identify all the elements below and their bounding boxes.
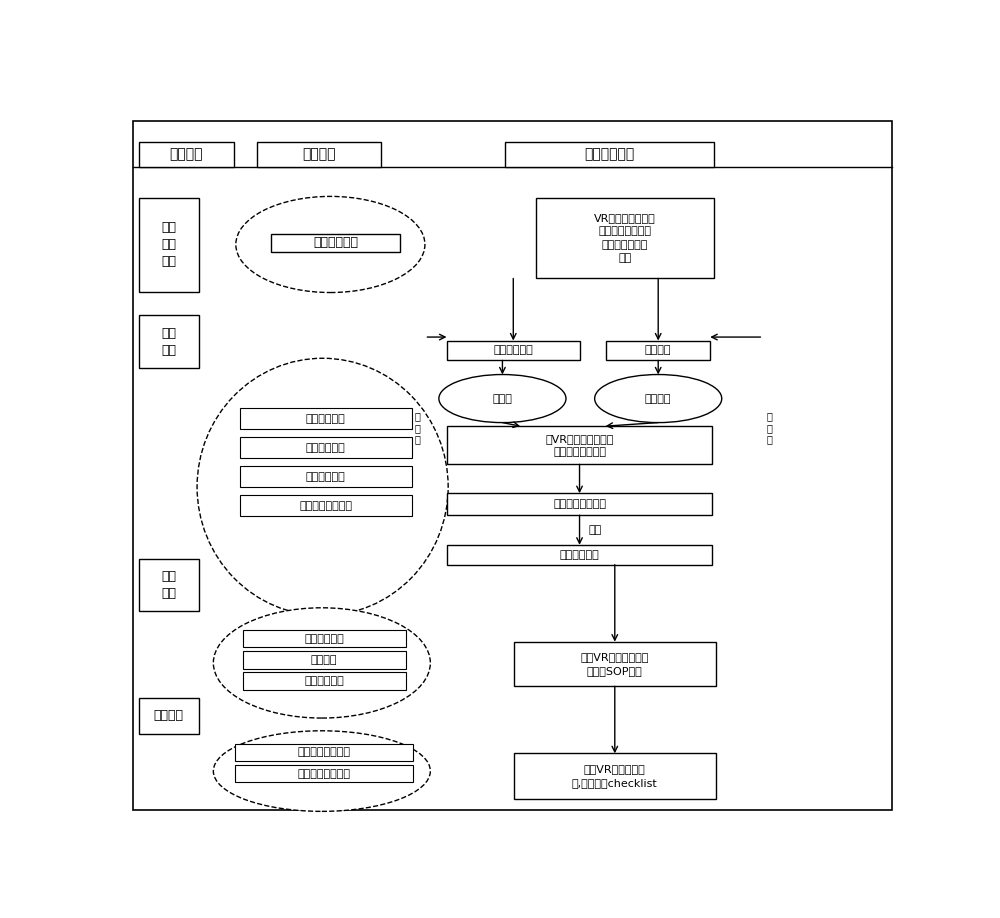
Ellipse shape: [439, 375, 566, 422]
FancyBboxPatch shape: [514, 642, 716, 687]
Text: 程序模块: 程序模块: [645, 394, 671, 404]
Text: 设备管线系统设计: 设备管线系统设计: [299, 500, 352, 510]
Ellipse shape: [595, 375, 722, 422]
FancyBboxPatch shape: [505, 142, 714, 167]
Text: 虚拟现实流程: 虚拟现实流程: [584, 147, 635, 162]
FancyBboxPatch shape: [139, 315, 199, 368]
Text: 施工验收标准制定: 施工验收标准制定: [298, 768, 351, 778]
FancyBboxPatch shape: [240, 496, 412, 516]
FancyBboxPatch shape: [235, 744, 413, 761]
Text: 流程阶段: 流程阶段: [169, 147, 203, 162]
Text: 不
合
格: 不 合 格: [767, 411, 773, 444]
FancyBboxPatch shape: [271, 234, 400, 252]
Ellipse shape: [236, 196, 425, 293]
FancyBboxPatch shape: [133, 121, 892, 810]
FancyBboxPatch shape: [240, 466, 412, 487]
Text: 施工准备: 施工准备: [311, 655, 337, 665]
Text: 基于VR装配建成展
望,输出验收checklist: 基于VR装配建成展 望,输出验收checklist: [572, 765, 658, 788]
Text: 设计
阶段: 设计 阶段: [161, 327, 176, 357]
Text: 数据库: 数据库: [492, 394, 512, 404]
Ellipse shape: [213, 731, 430, 812]
FancyBboxPatch shape: [514, 754, 716, 799]
Text: VR装配式建筑整体
效果展示（建筑结
构设计、建成展
示）: VR装配式建筑整体 效果展示（建筑结 构设计、建成展 示）: [594, 213, 656, 263]
FancyBboxPatch shape: [139, 142, 234, 167]
FancyBboxPatch shape: [257, 142, 381, 167]
FancyBboxPatch shape: [447, 341, 580, 361]
FancyBboxPatch shape: [243, 651, 406, 668]
Text: 装配规则: 装配规则: [645, 345, 671, 355]
Text: 围护系统设计: 围护系统设计: [306, 442, 346, 453]
Text: 方案
策划
阶段: 方案 策划 阶段: [161, 221, 176, 268]
FancyBboxPatch shape: [447, 545, 712, 565]
Ellipse shape: [197, 358, 448, 616]
FancyBboxPatch shape: [447, 426, 712, 465]
Text: 施工
阶段: 施工 阶段: [161, 570, 176, 600]
Text: 具体动作: 具体动作: [302, 147, 336, 162]
FancyBboxPatch shape: [606, 341, 710, 361]
Text: 不
合
格: 不 合 格: [415, 411, 421, 444]
FancyBboxPatch shape: [235, 765, 413, 782]
FancyBboxPatch shape: [243, 630, 406, 647]
Text: 构建设计信息: 构建设计信息: [493, 345, 533, 355]
Text: 内装系统设计: 内装系统设计: [306, 472, 346, 482]
FancyBboxPatch shape: [447, 493, 712, 515]
FancyBboxPatch shape: [139, 699, 199, 733]
Text: 基于VR装配流程，输
出施工SOP指导: 基于VR装配流程，输 出施工SOP指导: [581, 653, 649, 676]
Text: 导出构件清单: 导出构件清单: [560, 550, 599, 560]
Text: 在VR场景中进行装配
式建筑设计、生成: 在VR场景中进行装配 式建筑设计、生成: [545, 433, 614, 457]
FancyBboxPatch shape: [139, 197, 199, 292]
Text: 合理性检查、验证: 合理性检查、验证: [553, 499, 606, 509]
Ellipse shape: [213, 608, 430, 718]
Text: 符合一般规定: 符合一般规定: [304, 633, 344, 644]
Text: 建筑集成设计: 建筑集成设计: [313, 236, 358, 249]
Text: 结构系统设计: 结构系统设计: [306, 414, 346, 424]
FancyBboxPatch shape: [536, 197, 714, 278]
Text: 合格: 合格: [589, 525, 602, 535]
Text: 符合验收一般规定: 符合验收一般规定: [298, 747, 351, 757]
FancyBboxPatch shape: [240, 438, 412, 458]
FancyBboxPatch shape: [243, 672, 406, 689]
Text: 施工工序制定: 施工工序制定: [304, 676, 344, 686]
Text: 质量验收: 质量验收: [154, 710, 184, 722]
FancyBboxPatch shape: [240, 409, 412, 429]
FancyBboxPatch shape: [139, 559, 199, 611]
